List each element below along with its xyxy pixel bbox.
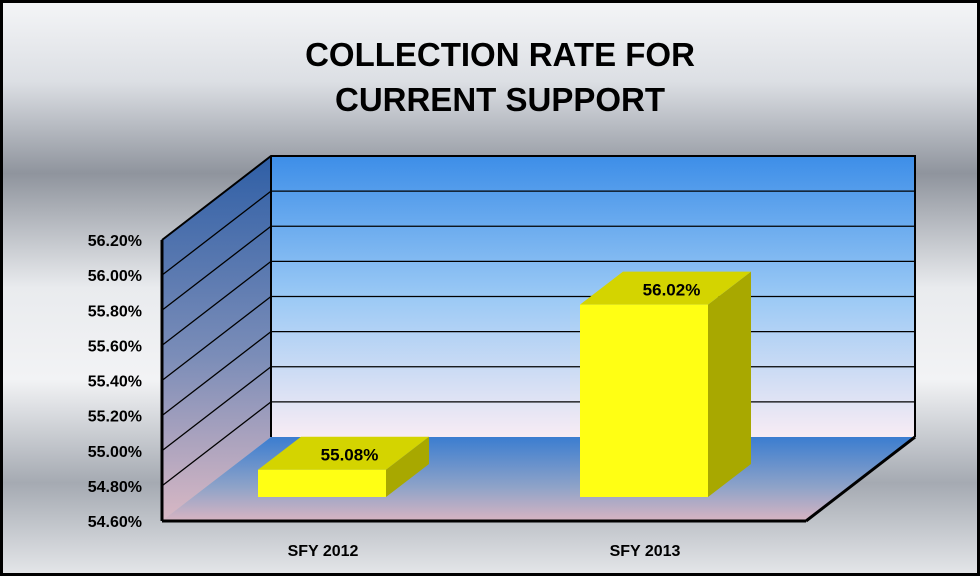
bar-top-face — [580, 271, 751, 305]
chart-title-line-2: CURRENT SUPPORT — [335, 81, 665, 118]
y-tick-label: 55.60% — [88, 338, 142, 355]
bars: 55.08% 56.02% — [258, 271, 751, 497]
chart-title-line-1: COLLECTION RATE FOR — [305, 36, 695, 73]
gridline-side — [161, 331, 272, 417]
y-tick-label: 55.80% — [88, 303, 142, 320]
y-axis-tick-labels: 54.60% 54.80% 55.00% 55.20% 55.40% 55.60% 55.8… — [88, 233, 142, 531]
bar-front-face — [580, 304, 708, 497]
gridline-side — [161, 366, 272, 452]
bar-2: 56.02% — [580, 271, 751, 497]
y-tick-label: 56.00% — [88, 268, 142, 285]
plot-frame — [161, 155, 916, 437]
x-tick-label: SFY 2012 — [288, 543, 359, 560]
bar-1: 55.08% — [258, 436, 429, 497]
bar-side-face — [708, 271, 751, 497]
gridline-side — [161, 260, 272, 346]
gridline-side — [161, 401, 272, 487]
x-tick-label: SFY 2013 — [610, 543, 681, 560]
y-tick-label: 56.20% — [88, 233, 142, 250]
gridline-side — [161, 190, 272, 276]
floor-right-edge — [805, 435, 916, 523]
y-tick-label: 55.40% — [88, 374, 142, 391]
bar-top-face — [258, 436, 429, 470]
bar-front-face — [258, 469, 386, 497]
y-tick-label: 55.20% — [88, 409, 142, 426]
y-tick-label: 54.80% — [88, 479, 142, 496]
gridline-side — [161, 295, 272, 382]
data-label: 56.02% — [643, 281, 701, 300]
y-tick-label: 54.60% — [88, 514, 142, 531]
data-label: 55.08% — [321, 446, 379, 465]
x-axis-tick-labels: SFY 2012 SFY 2013 — [288, 543, 681, 560]
y-tick-label: 55.00% — [88, 444, 142, 461]
gridline-side — [161, 225, 272, 311]
bar-side-face — [386, 436, 429, 497]
